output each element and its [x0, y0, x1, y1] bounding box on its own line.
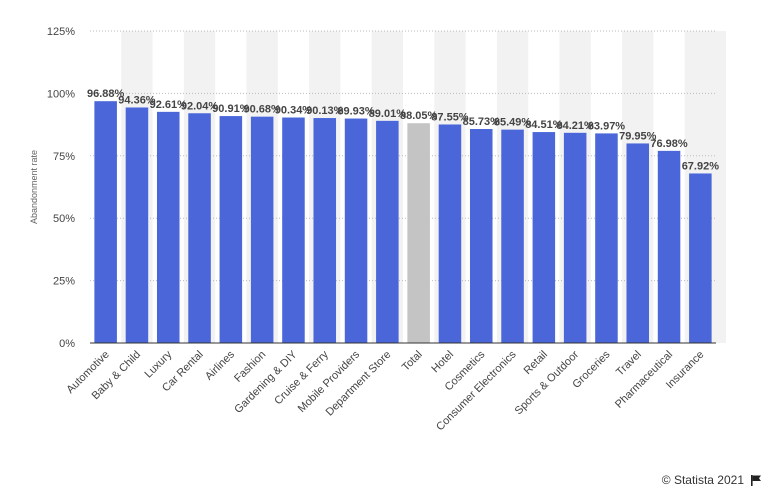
bar-fashion [250, 116, 274, 343]
bar-gardening-diy [282, 117, 305, 344]
y-tick-label: 75% [53, 151, 75, 163]
value-label: 79.95% [619, 130, 657, 142]
bar-retail [532, 132, 556, 343]
bar-hotel [438, 124, 462, 344]
value-label: 83.97% [588, 120, 626, 132]
value-label: 85.73% [463, 116, 501, 128]
bar-pharmaceutical [657, 150, 681, 343]
bar-insurance [689, 173, 712, 343]
value-label: 92.04% [181, 100, 219, 112]
y-tick-label: 50% [53, 213, 75, 225]
value-label: 90.91% [212, 103, 250, 115]
y-tick-label: 0% [59, 338, 75, 350]
y-tick-label: 100% [47, 88, 75, 100]
y-tick-label: 25% [53, 276, 75, 288]
value-label: 88.05% [400, 110, 438, 122]
bar-department-store [376, 120, 399, 343]
bar-consumer-electronics [501, 129, 524, 343]
bar-baby-child [125, 107, 149, 343]
bar-travel [626, 143, 650, 343]
value-label: 96.88% [87, 88, 125, 100]
bar-cruise-ferry [313, 118, 337, 343]
value-label: 94.36% [118, 94, 156, 106]
bar-automotive [94, 101, 117, 343]
bar-luxury [156, 111, 180, 343]
bar-groceries [595, 133, 618, 343]
y-tick-label: 125% [47, 26, 75, 38]
bar-total [407, 123, 430, 343]
x-tick-label: Cruise & Ferry [272, 348, 331, 407]
y-axis-label: Abandonment rate [29, 150, 39, 224]
bar-car-rental [188, 113, 211, 343]
bar-airlines [219, 116, 243, 343]
x-tick-label: Hotel [429, 349, 456, 376]
value-label: 89.93% [337, 106, 375, 118]
credit-text: © Statista 2021 [661, 473, 744, 487]
value-label: 67.92% [682, 160, 720, 172]
value-label: 87.55% [431, 111, 469, 123]
value-label: 90.68% [243, 104, 281, 116]
x-tick-label: Total [400, 349, 425, 374]
value-label: 90.34% [275, 105, 313, 117]
background-band [716, 31, 726, 343]
value-label: 92.61% [150, 99, 188, 111]
value-label: 84.51% [525, 119, 563, 131]
statista-credit[interactable]: © Statista 2021 [662, 473, 762, 487]
x-tick-label: Retail [522, 349, 550, 377]
x-tick-label: Travel [614, 349, 644, 379]
bar-cosmetics [469, 129, 493, 343]
flag-icon[interactable] [750, 474, 762, 486]
value-label: 84.21% [556, 120, 594, 132]
bar-sports-outdoor [563, 132, 587, 343]
value-label: 90.13% [306, 105, 344, 117]
value-label: 85.49% [494, 117, 532, 129]
value-label: 76.98% [650, 138, 688, 150]
bar-mobile-providers [344, 118, 368, 343]
value-label: 89.01% [369, 108, 407, 120]
